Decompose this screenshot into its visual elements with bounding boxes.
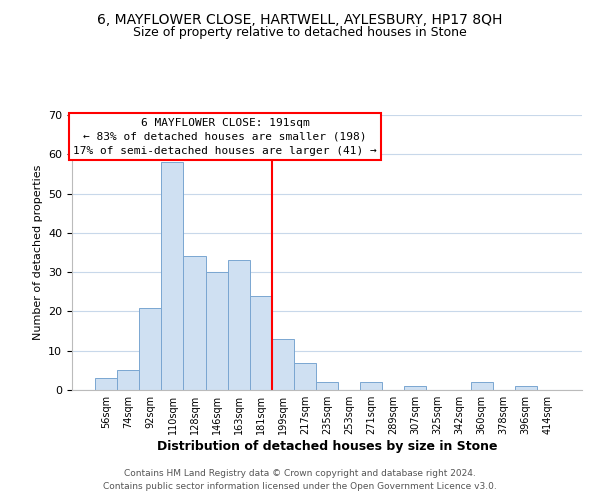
Bar xyxy=(272,339,294,390)
Bar xyxy=(206,272,227,390)
Bar xyxy=(117,370,139,390)
Bar xyxy=(515,386,537,390)
Text: 6, MAYFLOWER CLOSE, HARTWELL, AYLESBURY, HP17 8QH: 6, MAYFLOWER CLOSE, HARTWELL, AYLESBURY,… xyxy=(97,12,503,26)
Bar xyxy=(161,162,184,390)
Bar xyxy=(360,382,382,390)
Bar xyxy=(184,256,206,390)
Bar xyxy=(95,378,117,390)
Y-axis label: Number of detached properties: Number of detached properties xyxy=(32,165,43,340)
Bar xyxy=(139,308,161,390)
Bar xyxy=(294,362,316,390)
X-axis label: Distribution of detached houses by size in Stone: Distribution of detached houses by size … xyxy=(157,440,497,453)
Text: 6 MAYFLOWER CLOSE: 191sqm
← 83% of detached houses are smaller (198)
17% of semi: 6 MAYFLOWER CLOSE: 191sqm ← 83% of detac… xyxy=(73,118,377,156)
Text: Contains HM Land Registry data © Crown copyright and database right 2024.: Contains HM Land Registry data © Crown c… xyxy=(124,468,476,477)
Bar xyxy=(227,260,250,390)
Bar xyxy=(470,382,493,390)
Bar xyxy=(316,382,338,390)
Bar xyxy=(404,386,427,390)
Bar xyxy=(250,296,272,390)
Text: Contains public sector information licensed under the Open Government Licence v3: Contains public sector information licen… xyxy=(103,482,497,491)
Text: Size of property relative to detached houses in Stone: Size of property relative to detached ho… xyxy=(133,26,467,39)
